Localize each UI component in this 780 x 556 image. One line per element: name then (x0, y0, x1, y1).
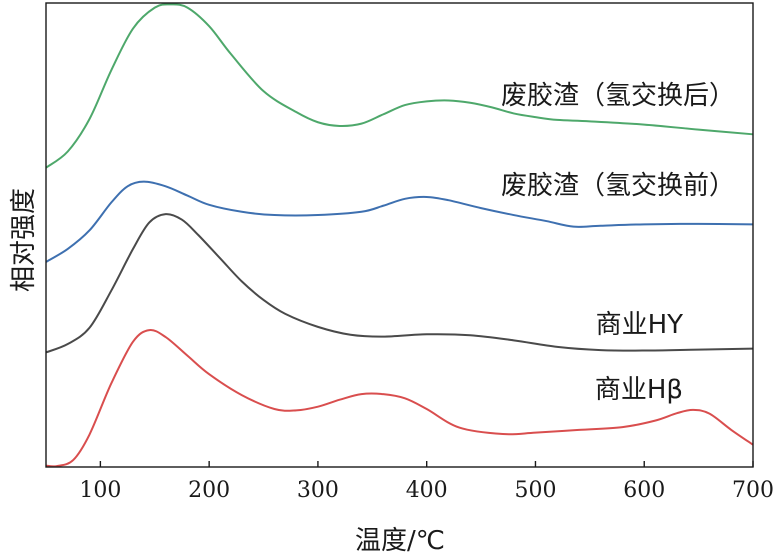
series-layer (45, 3, 754, 468)
series-line-4 (45, 329, 754, 468)
x-tick-label-100: 100 (79, 478, 121, 503)
x-tick-label-300: 300 (297, 478, 339, 503)
plot-frame (45, 2, 754, 468)
series-line-3 (45, 213, 754, 354)
y-axis-label: 相对强度 (9, 188, 39, 292)
axis-layer: 100 200 300 400 500 600 700 (45, 2, 774, 503)
series-line-2 (45, 180, 754, 263)
x-tick-label-600: 600 (623, 478, 665, 503)
series-label-after-h-exchange: 废胶渣（氢交换后） (501, 81, 735, 111)
x-tick-label-400: 400 (406, 478, 448, 503)
series-line-1 (45, 3, 754, 169)
x-tick-label-500: 500 (514, 478, 556, 503)
x-tick-label-200: 200 (188, 478, 230, 503)
x-axis-label: 温度/℃ (355, 526, 445, 556)
x-tick-label-700: 700 (732, 478, 774, 503)
series-label-commercial-hy: 商业HY (596, 310, 684, 340)
annotation-layer: 废胶渣（氢交换后） 废胶渣（氢交换前） 商业HY 商业Hβ (501, 81, 735, 405)
series-label-commercial-hbeta: 商业Hβ (595, 375, 683, 405)
series-label-before-h-exchange: 废胶渣（氢交换前） (501, 171, 735, 201)
